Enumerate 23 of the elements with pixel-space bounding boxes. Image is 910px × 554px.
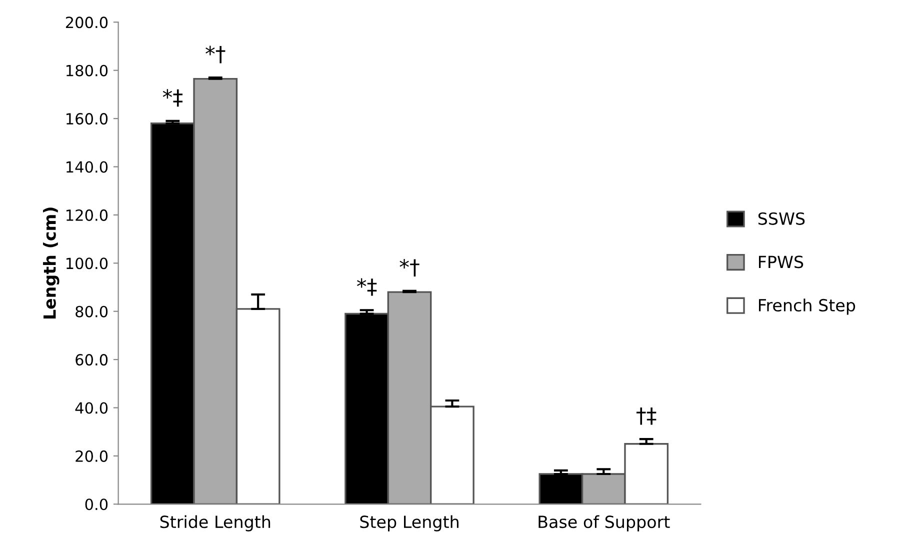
- y-tick-label: 100.0: [66, 258, 108, 270]
- y-tick-label: 180.0: [66, 64, 108, 76]
- y-tick-label: 40.0: [75, 402, 108, 414]
- y-tick-label: 160.0: [66, 113, 108, 125]
- annotation: †‡: [636, 408, 656, 425]
- y-tick-label: 200.0: [66, 16, 108, 28]
- y-tick-label: 80.0: [76, 306, 108, 318]
- y-tick-label: 120.0: [66, 209, 108, 221]
- annotation: *†: [206, 46, 226, 64]
- y-tick-label: 60.0: [76, 354, 108, 366]
- x-tick-label: Stride Length: [160, 515, 270, 532]
- x-tick-label: Base of Support: [538, 515, 670, 532]
- y-tick-label: 140.0: [66, 161, 108, 173]
- annotation: *‡: [162, 89, 182, 107]
- x-tick-label: Step Length: [360, 515, 458, 532]
- legend-label: French Step: [758, 298, 856, 315]
- legend-label: FPWS: [758, 256, 804, 268]
- y-tick-label: 0.0: [85, 498, 108, 510]
- annotation: *‡: [356, 278, 377, 296]
- y-tick-label: 20.0: [76, 450, 108, 462]
- y-axis-title: Length (cm): [43, 208, 60, 319]
- legend-label: SSWS: [758, 212, 805, 225]
- annotation: *†: [400, 259, 420, 276]
